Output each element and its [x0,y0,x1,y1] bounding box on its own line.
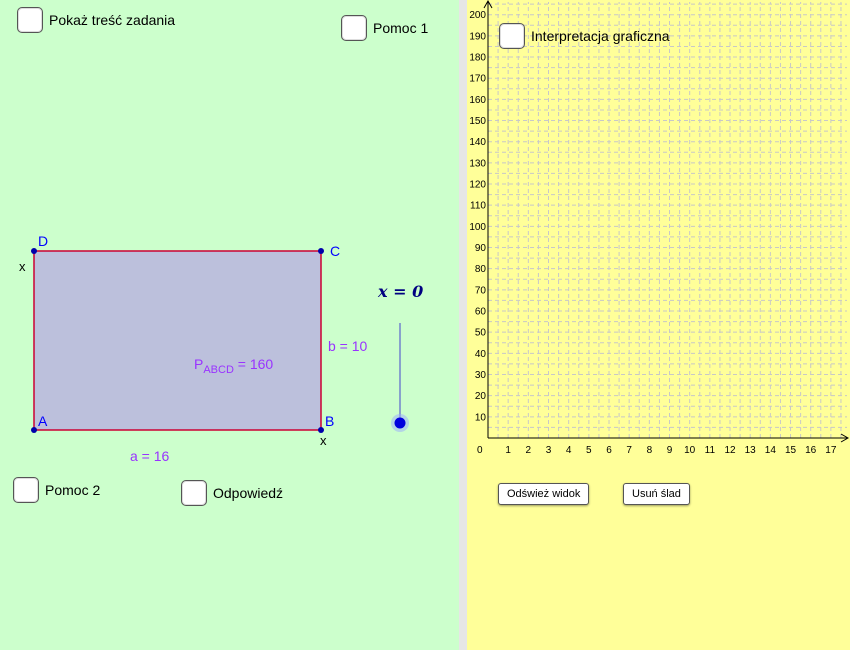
y-tick-label: 150 [469,116,486,127]
graph-panel: 1 2 3 4 5 6 7 8 9 10 11 12 13 14 15 16 17 10 20 30 40 50 60 70… [467,0,850,650]
area-label: PABCD = 160 [194,356,273,376]
x-tick-label: 16 [805,445,817,456]
vertex-a-label: A [38,413,48,429]
y-tick-label: 70 [475,285,487,296]
x-tick-label: 8 [647,445,653,456]
construction-canvas [31,248,409,433]
y-axis-arrow [483,0,493,9]
checkbox-box[interactable] [181,480,207,506]
y-tick-label: 190 [469,31,486,42]
vertex-b-label: B [325,413,335,429]
x-tick-label: 11 [705,445,716,456]
x-tick-label: 17 [825,445,837,456]
side-b-label: b = 10 [328,338,368,354]
y-tick-label: 80 [475,264,487,275]
help2-label: Pomoc 2 [45,482,101,498]
x-tick-label: 15 [785,445,797,456]
side-a-label: a = 16 [130,448,170,464]
area-suffix: = 160 [233,356,274,372]
x-tick-label: 12 [724,445,736,456]
refresh-view-button[interactable]: Odśwież widok [498,483,590,505]
show-task-label: Pokaż treść zadania [49,12,176,28]
x-label-right: x [320,433,327,448]
slider-halo [391,414,409,432]
y-tick-labels: 10 20 30 40 50 60 70 80 90 100 110 120 130 140 150 160 1… [469,10,486,423]
graph-canvas: 1 2 3 4 5 6 7 8 9 10 11 12 13 14 15 16 17 10203040506070… [469,0,850,456]
clear-trace-button[interactable]: Usuń ślad [623,483,690,505]
y-tick-label: 110 [470,201,486,212]
y-tick-label: 50 [475,328,487,339]
show-task-checkbox[interactable]: Pokaż treść zadania [17,7,175,33]
y-tick-label: 200 [469,10,486,21]
x-tick-labels: 1 2 3 4 5 6 7 8 9 10 11 12 13 14 15 16 17 [505,445,836,456]
x-label-left: x [19,259,26,274]
y-tick-label: 170 [469,74,486,85]
panel-divider[interactable] [459,0,467,650]
x-tick-label: 13 [745,445,757,456]
x-tick-label: 10 [684,445,696,456]
x-tick-label: 3 [546,445,552,456]
x-tick-label: 7 [626,445,632,456]
x-tick-label: 5 [586,445,592,456]
grid-horizontal [488,3,847,428]
origin-label: 0 [477,445,483,456]
answer-label: Odpowiedź [213,485,284,501]
y-tick-label: 130 [469,158,486,169]
point-a[interactable] [31,427,37,433]
graph-interpretation-checkbox[interactable]: Interpretacja graficzna [499,23,670,49]
y-tick-label: 60 [475,307,487,318]
vertex-c-label: C [330,243,341,259]
help1-checkbox[interactable]: Pomoc 1 [341,15,428,41]
y-tick-label: 100 [469,222,486,233]
y-tick-label: 90 [475,243,487,254]
y-tick-label: 30 [475,370,487,381]
checkbox-box[interactable] [17,7,43,33]
help1-label: Pomoc 1 [373,20,429,36]
y-tick-label: 120 [469,180,486,191]
y-tick-label: 40 [475,349,487,360]
slider-value-label: x = 0 [378,282,424,301]
checkbox-box[interactable] [13,477,39,503]
y-tick-label: 140 [469,137,486,148]
x-axis-arrow [840,433,850,443]
area-subscript: ABCD [203,363,234,376]
checkbox-box[interactable] [499,23,525,49]
construction-panel: Pokaż treść zadania Pomoc 1 Pomoc 2 Odpo… [0,0,459,650]
y-tick-label: 180 [469,53,486,64]
checkbox-box[interactable] [341,15,367,41]
help2-checkbox[interactable]: Pomoc 2 [13,477,100,503]
answer-checkbox[interactable]: Odpowiedź [181,480,283,506]
x-tick-label: 6 [606,445,612,456]
vertex-d-label: D [38,233,49,249]
slider-handle[interactable] [394,417,406,429]
area-prefix: P [194,356,204,372]
x-tick-label: 4 [566,445,572,456]
x-tick-label: 9 [667,445,673,456]
y-tick-label: 10 [475,412,487,423]
graph-interpretation-label: Interpretacja graficzna [531,28,670,44]
rectangle-abcd [33,250,322,431]
x-tick-label: 1 [505,445,511,456]
grid-vertical [497,2,842,438]
y-tick-label: 160 [469,95,486,106]
point-d[interactable] [31,248,37,254]
point-c[interactable] [318,248,324,254]
x-tick-label: 2 [526,445,532,456]
x-tick-label: 14 [765,445,777,456]
y-tick-label: 20 [475,391,487,402]
